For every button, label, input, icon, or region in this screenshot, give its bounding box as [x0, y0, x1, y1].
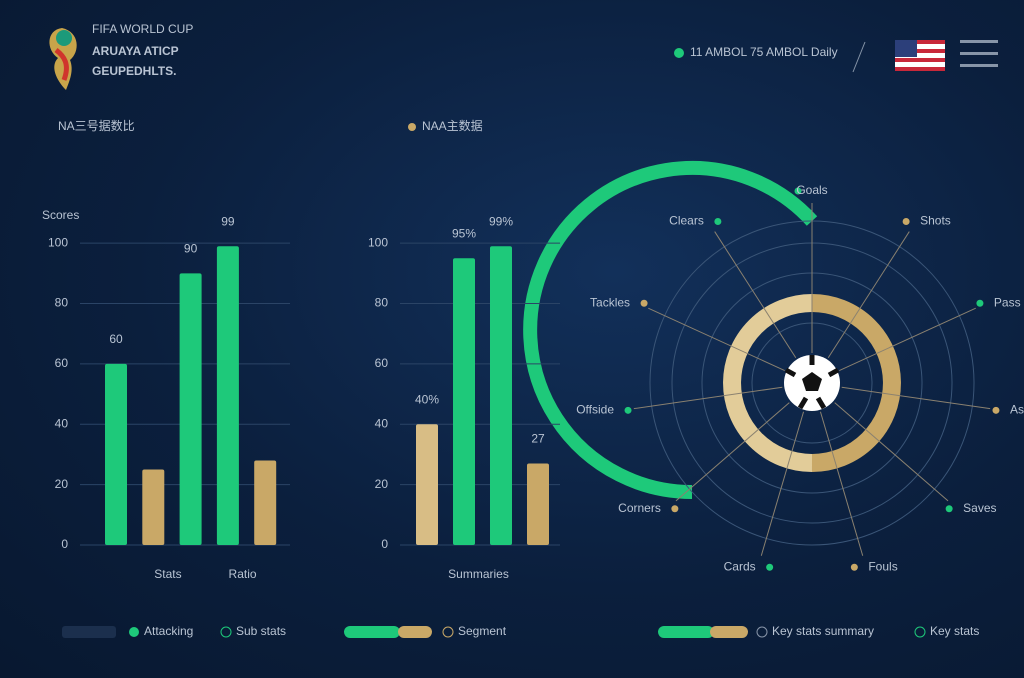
label-dot	[992, 406, 1000, 414]
logo-small: FIFA WORLD CUP	[92, 22, 193, 36]
radial-label: Fouls	[868, 559, 897, 573]
y-tick-label: 100	[48, 235, 68, 249]
label-dot	[794, 187, 802, 195]
label-dot	[624, 406, 632, 414]
logo	[49, 28, 77, 90]
y-tick-label: 20	[55, 477, 69, 491]
bar	[527, 463, 549, 545]
status: 11 AMBOL	[690, 45, 747, 59]
legend-dot	[129, 627, 139, 637]
bar	[216, 246, 239, 545]
legend-swatch	[658, 626, 714, 638]
bar	[179, 273, 202, 545]
radial-chart	[523, 161, 991, 556]
value-label: 99%	[489, 214, 513, 228]
legend-swatch	[344, 626, 400, 638]
bar	[490, 246, 512, 545]
y-axis-label: Scores	[42, 208, 79, 222]
flag	[895, 40, 945, 71]
radial-label: Tackles	[590, 295, 630, 309]
legend-label: Key stats	[930, 624, 979, 638]
status-dot	[674, 48, 684, 58]
spoke	[827, 231, 910, 359]
y-tick-label: 60	[55, 356, 69, 370]
legend-label: Attacking	[144, 624, 193, 638]
spoke	[760, 411, 805, 556]
radial-label: Goals	[796, 183, 827, 197]
y-tick-label: 0	[61, 537, 68, 551]
legend-label: Key stats summary	[772, 624, 874, 638]
brand-title: GEUPEDHLTS.	[92, 64, 176, 78]
radial-label: Pass	[994, 295, 1021, 309]
divider	[852, 41, 866, 73]
spoke	[648, 307, 785, 371]
y-tick-label: 40	[55, 416, 69, 430]
legend-swatch	[398, 626, 432, 638]
legend-swatch	[62, 626, 116, 638]
x-tick-label: Summaries	[448, 567, 509, 581]
label-dot	[640, 299, 648, 307]
value-label: 99	[221, 214, 235, 228]
value-label: 60	[109, 332, 123, 346]
value-label: 40%	[415, 392, 439, 406]
legend-dot	[442, 626, 454, 638]
title-dot	[408, 123, 416, 131]
spoke	[834, 402, 949, 502]
spoke	[714, 231, 797, 359]
x-tick-label: Ratio	[229, 567, 257, 581]
chart-title: NAA主数据	[422, 118, 483, 133]
legend-swatch	[710, 626, 748, 638]
radial-label: Corners	[618, 501, 661, 515]
bar	[254, 460, 277, 545]
value-label: 90	[184, 242, 198, 256]
bar	[416, 424, 438, 545]
menu-icon[interactable]	[960, 40, 998, 67]
y-tick-label: 40	[375, 416, 389, 430]
y-tick-label: 100	[368, 235, 388, 249]
radial-label: Clears	[669, 214, 704, 228]
bar	[453, 258, 475, 545]
brand-title: ARUAYA ATICP	[92, 44, 179, 58]
legend-dot	[220, 626, 232, 638]
value-label: 27	[531, 432, 545, 446]
chart-title: NA三号据数比	[58, 118, 135, 133]
x-tick-label: Stats	[154, 567, 181, 581]
label-dot	[902, 217, 910, 225]
label-dot	[671, 505, 679, 513]
legend-label: Segment	[458, 624, 507, 638]
radial-label: Cards	[724, 559, 756, 573]
spoke	[841, 386, 991, 410]
legend-label: Sub stats	[236, 624, 286, 638]
label-dot	[850, 563, 858, 571]
y-tick-label: 80	[375, 296, 389, 310]
legend-dot	[914, 626, 926, 638]
label-dot	[766, 563, 774, 571]
spoke	[675, 402, 790, 502]
status: 75 AMBOL Daily	[750, 45, 838, 59]
y-tick-label: 60	[375, 356, 389, 370]
radial-label: Assists	[1010, 402, 1024, 416]
radial-label: Shots	[920, 214, 951, 228]
legend-dot	[756, 626, 768, 638]
spoke	[839, 307, 976, 371]
label-dot	[976, 299, 984, 307]
radial-label: Offside	[576, 402, 614, 416]
y-tick-label: 80	[55, 296, 69, 310]
label-dot	[714, 217, 722, 225]
y-tick-label: 20	[375, 477, 389, 491]
bar	[105, 363, 127, 545]
bar	[142, 469, 165, 545]
y-tick-label: 0	[381, 537, 388, 551]
spoke	[633, 386, 783, 410]
label-dot	[945, 505, 953, 513]
value-label: 95%	[452, 226, 476, 240]
spoke	[819, 411, 864, 556]
radial-label: Saves	[963, 501, 996, 515]
